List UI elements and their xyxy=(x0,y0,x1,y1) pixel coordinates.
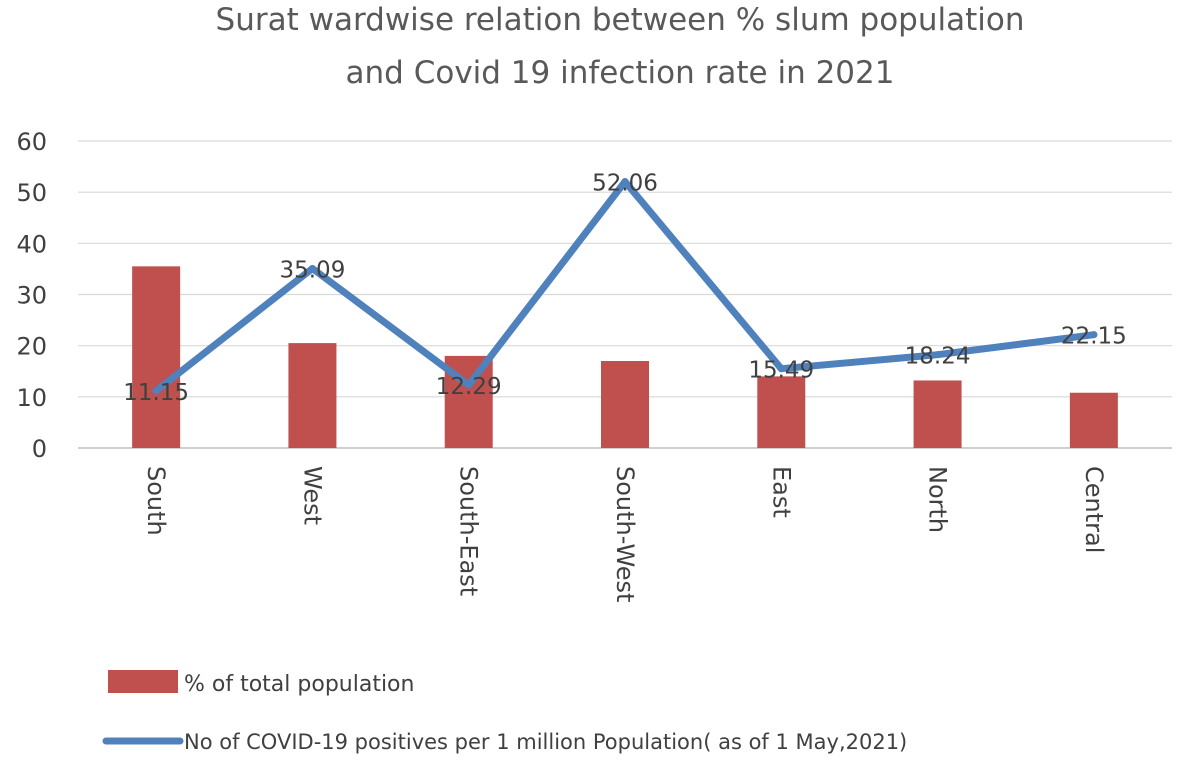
y-tick-label: 0 xyxy=(32,435,47,463)
data-label-west: 35.09 xyxy=(279,257,345,283)
line-point-south-west xyxy=(621,178,629,186)
bar-south-west xyxy=(601,361,649,448)
x-tick-label-central: Central xyxy=(1080,466,1108,553)
line-point-east xyxy=(777,365,785,373)
x-tick-label-south: South xyxy=(142,466,170,536)
bar-series xyxy=(132,266,1118,448)
line-point-north xyxy=(934,351,942,359)
x-tick-label-north: North xyxy=(924,466,952,533)
data-label-north: 18.24 xyxy=(905,344,971,370)
chart-title: Surat wardwise relation between % slum p… xyxy=(216,2,1025,91)
legend-bar-label: % of total population xyxy=(184,672,414,697)
data-label-south-east: 12.29 xyxy=(436,374,502,400)
x-tick-label-west: West xyxy=(298,466,326,525)
data-label-central: 22.15 xyxy=(1061,324,1127,350)
chart-title-line-1: Surat wardwise relation between % slum p… xyxy=(216,2,1025,38)
y-tick-label: 30 xyxy=(16,282,47,310)
legend-bar-swatch xyxy=(108,670,178,693)
line-point-south-east xyxy=(465,381,473,389)
line-data-labels: 11.15 35.09 12.29 52.06 15.49 18.24 22.15 xyxy=(123,171,1127,406)
bar-west xyxy=(288,343,337,448)
legend: % of total population No of COVID-19 pos… xyxy=(102,670,907,754)
y-tick-label: 10 xyxy=(16,384,47,412)
line-point-south xyxy=(152,387,160,395)
x-tick-label-east: East xyxy=(767,466,795,518)
x-tick-label-south-east: South-East xyxy=(455,466,483,596)
y-axis-tick-labels: 0 10 20 30 40 50 60 xyxy=(16,128,47,463)
y-tick-label: 50 xyxy=(16,179,47,207)
bar-south xyxy=(132,266,181,448)
bar-central xyxy=(1069,392,1118,448)
y-tick-label: 40 xyxy=(16,230,47,258)
y-tick-label: 60 xyxy=(16,128,47,156)
y-tick-label: 20 xyxy=(16,333,47,361)
data-label-south-west: 52.06 xyxy=(592,171,658,197)
gridlines xyxy=(78,140,1172,449)
line-point-west xyxy=(308,264,316,272)
data-label-south: 11.15 xyxy=(123,380,189,406)
data-label-east: 15.49 xyxy=(748,358,814,384)
chart-title-line-2: and Covid 19 infection rate in 2021 xyxy=(346,55,895,91)
x-tick-label-south-west: South-West xyxy=(611,466,639,602)
bar-east xyxy=(757,376,806,448)
bar-north xyxy=(913,380,962,448)
line-series xyxy=(152,178,1098,395)
x-axis-tick-labels: South West South-East South-West East North Ce… xyxy=(142,466,1108,602)
legend-line-label: No of COVID-19 positives per 1 million P… xyxy=(184,730,907,754)
line-point-central xyxy=(1090,331,1098,339)
